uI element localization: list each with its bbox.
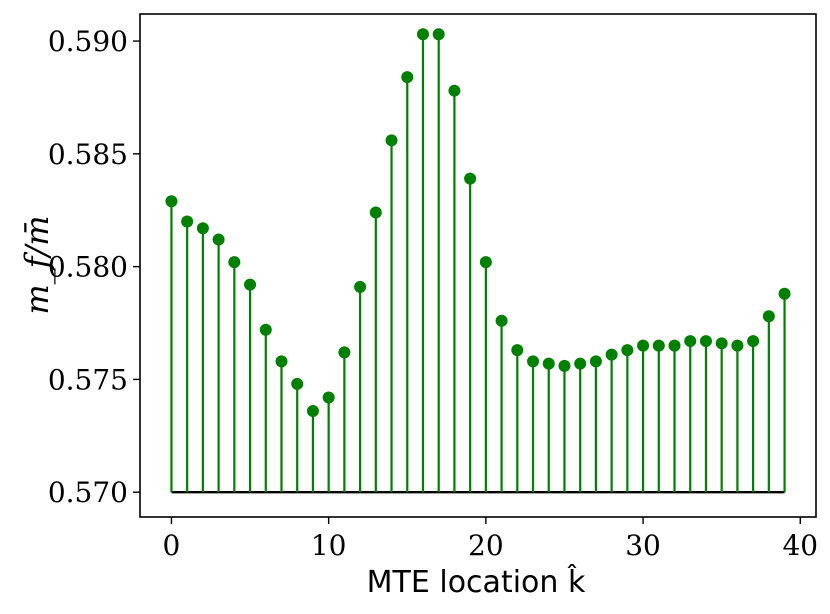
stem-marker — [322, 391, 335, 404]
stem-marker — [228, 256, 241, 269]
stem-marker — [448, 84, 461, 97]
stem-marker — [574, 357, 587, 370]
markers-layer — [165, 28, 791, 417]
x-tick-label: 10 — [311, 529, 347, 562]
stem-marker — [401, 71, 414, 84]
stem-marker — [668, 339, 681, 352]
stem-marker — [778, 287, 791, 300]
stem-marker — [432, 28, 445, 41]
stem-marker — [338, 346, 351, 359]
stem-marker — [165, 195, 178, 208]
stem-marker — [511, 344, 524, 357]
stem-marker — [652, 339, 665, 352]
y-axis-title: m_f/m̄ — [18, 215, 56, 314]
y-axis-ticks: 0.570 0.575 0.580 0.585 0.590 — [48, 25, 140, 509]
plot-frame — [139, 13, 817, 518]
x-tick-label: 20 — [468, 529, 504, 562]
stem-marker — [212, 233, 225, 246]
stem-marker — [684, 335, 697, 348]
stem-marker — [731, 339, 744, 352]
stem-marker — [275, 355, 288, 368]
x-tick-label: 30 — [625, 529, 661, 562]
y-tick-label: 0.570 — [48, 476, 128, 509]
stem-marker — [542, 357, 555, 370]
stem-marker — [354, 280, 367, 293]
stem-marker — [306, 404, 319, 417]
stem-marker — [715, 337, 728, 350]
stem-marker — [699, 335, 712, 348]
y-tick-label: 0.585 — [48, 138, 128, 171]
stem-marker — [605, 348, 618, 361]
stem-marker — [464, 172, 477, 185]
stem-marker — [558, 359, 571, 372]
stem-marker — [495, 314, 508, 327]
y-tick-label: 0.575 — [48, 363, 128, 396]
stem-marker — [479, 256, 492, 269]
y-tick-label: 0.590 — [48, 25, 128, 58]
stem-marker — [637, 339, 650, 352]
stem-marker — [244, 278, 257, 291]
x-axis-ticks: 0 10 20 30 40 — [163, 517, 818, 562]
stem-marker — [181, 215, 194, 228]
stem-marker — [416, 28, 429, 41]
x-axis-title: MTE location k̂ — [367, 564, 586, 600]
x-tick-label: 0 — [163, 529, 181, 562]
stem-marker — [589, 355, 602, 368]
stem-marker — [291, 377, 304, 390]
stem-marker — [369, 206, 382, 219]
stem-marker — [762, 310, 775, 323]
stem-marker — [196, 222, 209, 235]
stem-marker — [527, 355, 540, 368]
stem-marker — [259, 323, 272, 336]
y-tick-label: 0.580 — [48, 251, 128, 284]
stem-marker — [385, 134, 398, 147]
stem-marker — [621, 344, 634, 357]
stem-marker — [747, 335, 760, 348]
x-tick-label: 40 — [782, 529, 818, 562]
stems-layer — [170, 34, 786, 493]
